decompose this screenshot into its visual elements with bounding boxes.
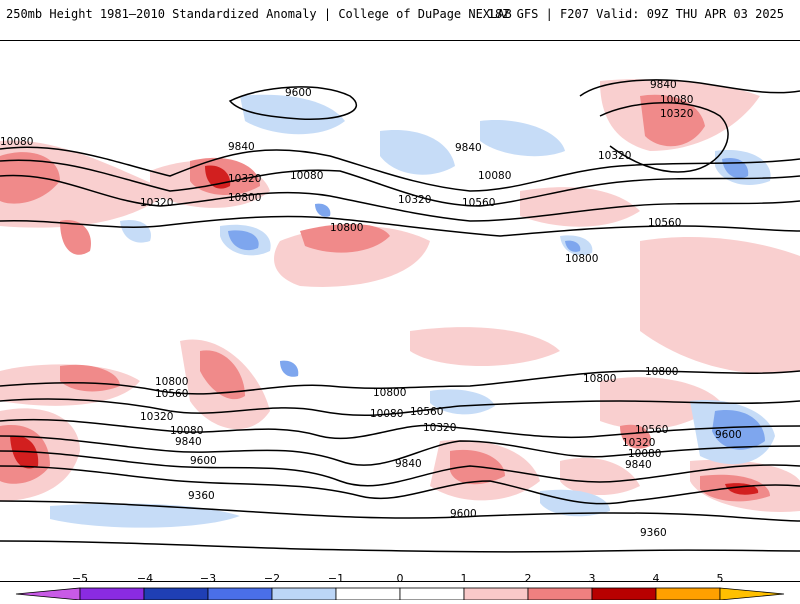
contour-label: 10800 — [373, 387, 406, 399]
tick-label: 3 — [589, 572, 596, 585]
model-run-info: 18Z GFS | F207 Valid: 09Z THU APR 03 202… — [487, 7, 784, 21]
contour-label: 9360 — [188, 490, 215, 502]
anomaly-map: 10080 9840 10320 10800 10080 10320 9600 … — [0, 40, 800, 582]
tick-label: 1 — [461, 572, 468, 585]
contour-label: 10800 — [228, 192, 261, 204]
map-title: 250mb Height 1981–2010 Standardized Anom… — [6, 7, 512, 21]
contour-label: 10320 — [140, 411, 173, 423]
contour-label: 9840 — [625, 459, 652, 471]
contour-label: 9600 — [190, 455, 217, 467]
tick-label: 0 — [397, 572, 404, 585]
contour-label: 10560 — [635, 424, 668, 436]
contour-label: 10080 — [290, 170, 323, 182]
contour-label: 9840 — [228, 141, 255, 153]
tick-label: −4 — [137, 572, 153, 585]
contour-label: 10800 — [645, 366, 678, 378]
contour-label: 10560 — [462, 197, 495, 209]
contour-label: 10560 — [648, 217, 681, 229]
contour-labels: 10080 9840 10320 10800 10080 10320 9600 … — [0, 79, 742, 539]
tick-label: −1 — [328, 572, 344, 585]
contour-label: 10560 — [410, 406, 443, 418]
contour-label: 10080 — [0, 136, 33, 148]
tick-label: −5 — [72, 572, 88, 585]
contour-label: 9600 — [285, 87, 312, 99]
contour-label: 9840 — [395, 458, 422, 470]
contour-label: 9360 — [640, 527, 667, 539]
map-canvas: 10080 9840 10320 10800 10080 10320 9600 … — [0, 79, 800, 553]
contour-label: 10080 — [628, 448, 661, 460]
contour-label: 9840 — [650, 79, 677, 91]
contour-label: 10800 — [565, 253, 598, 265]
contour-label: 10320 — [660, 108, 693, 120]
contour-label: 10080 — [660, 94, 693, 106]
contour-label: 10320 — [140, 197, 173, 209]
contour-label: 10080 — [478, 170, 511, 182]
tick-label: 2 — [525, 572, 532, 585]
contour-label: 10080 — [370, 408, 403, 420]
height-contours — [0, 79, 800, 553]
contour-label: 10320 — [398, 194, 431, 206]
colorbar-ticks: −5 −4 −3 −2 −1 0 1 2 3 4 5 — [72, 572, 724, 585]
tick-label: 5 — [717, 572, 724, 585]
contour-label: 10800 — [583, 373, 616, 385]
contour-label: 10560 — [155, 388, 188, 400]
contour-label: 9840 — [455, 142, 482, 154]
contour-label: 9600 — [715, 429, 742, 441]
tick-label: 4 — [653, 572, 660, 585]
contour-label: 10320 — [228, 173, 261, 185]
contour-label: 10320 — [622, 437, 655, 449]
map-header: 250mb Height 1981–2010 Standardized Anom… — [0, 0, 800, 40]
contour-label: 10320 — [598, 150, 631, 162]
contour-label: 10320 — [423, 422, 456, 434]
colorbar-swatches — [15, 587, 785, 601]
contour-label: 10800 — [330, 222, 363, 234]
contour-label: 10800 — [155, 376, 188, 388]
contour-label: 10080 — [170, 425, 203, 437]
colorbar: −5 −4 −3 −2 −1 0 1 2 3 4 5 — [0, 572, 800, 601]
contour-label: 9600 — [450, 508, 477, 520]
contour-label: 9840 — [175, 436, 202, 448]
tick-label: −3 — [200, 572, 216, 585]
tick-label: −2 — [264, 572, 280, 585]
